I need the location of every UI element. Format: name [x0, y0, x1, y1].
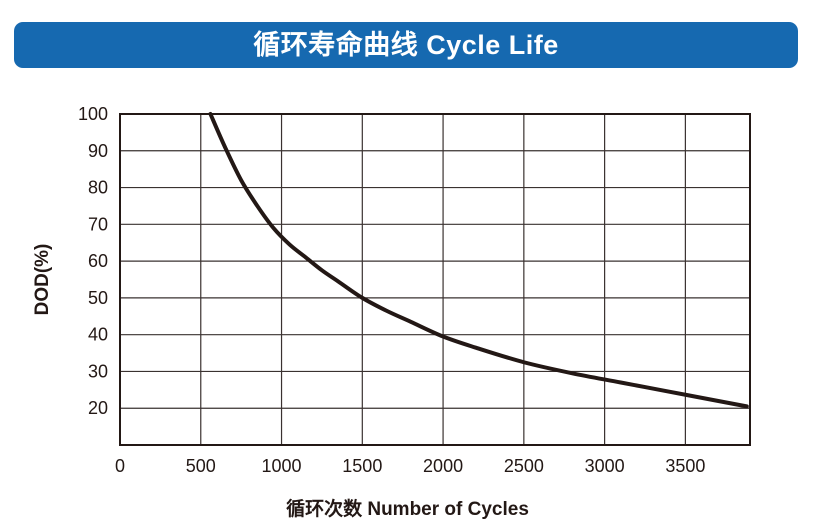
x-tick-label: 500: [186, 456, 216, 476]
plot-frame: [119, 113, 751, 446]
x-tick-label: 3000: [585, 456, 625, 476]
x-tick-label: 3500: [665, 456, 705, 476]
x-tick-label: 1500: [342, 456, 382, 476]
x-axis-tick-labels: 0 500 1000 1500 2000 2500 3000 3500: [115, 456, 705, 476]
y-tick-label: 20: [88, 398, 108, 418]
x-axis-title: 循环次数 Number of Cycles: [286, 499, 529, 520]
y-tick-label: 100: [78, 104, 108, 124]
title-banner: 循环寿命曲线 Cycle Life: [14, 22, 798, 68]
page-title: 循环寿命曲线 Cycle Life: [253, 29, 559, 60]
y-tick-label: 40: [88, 325, 108, 345]
y-axis-tick-labels: 20 30 40 50 60 70 80 90 100: [78, 104, 108, 418]
x-tick-label: 1000: [262, 456, 302, 476]
y-tick-label: 80: [88, 178, 108, 198]
y-tick-label: 70: [88, 214, 108, 234]
x-tick-label: 2000: [423, 456, 463, 476]
y-tick-label: 30: [88, 361, 108, 381]
y-tick-label: 60: [88, 251, 108, 271]
chart-svg: 0 500 1000 1500 2000 2500 3000 3500 20 30 40 50 60 7…: [32, 104, 751, 476]
cycle-life-chart: 0 500 1000 1500 2000 2500 3000 3500 20 30 40 50 60 7…: [0, 78, 815, 529]
gridlines: [120, 113, 750, 445]
y-tick-label: 90: [88, 141, 108, 161]
y-axis-title: DOD(%): [32, 244, 53, 316]
x-tick-label: 0: [115, 456, 125, 476]
y-tick-label: 50: [88, 288, 108, 308]
x-tick-label: 2500: [504, 456, 544, 476]
cycle-life-curve: [208, 112, 749, 409]
